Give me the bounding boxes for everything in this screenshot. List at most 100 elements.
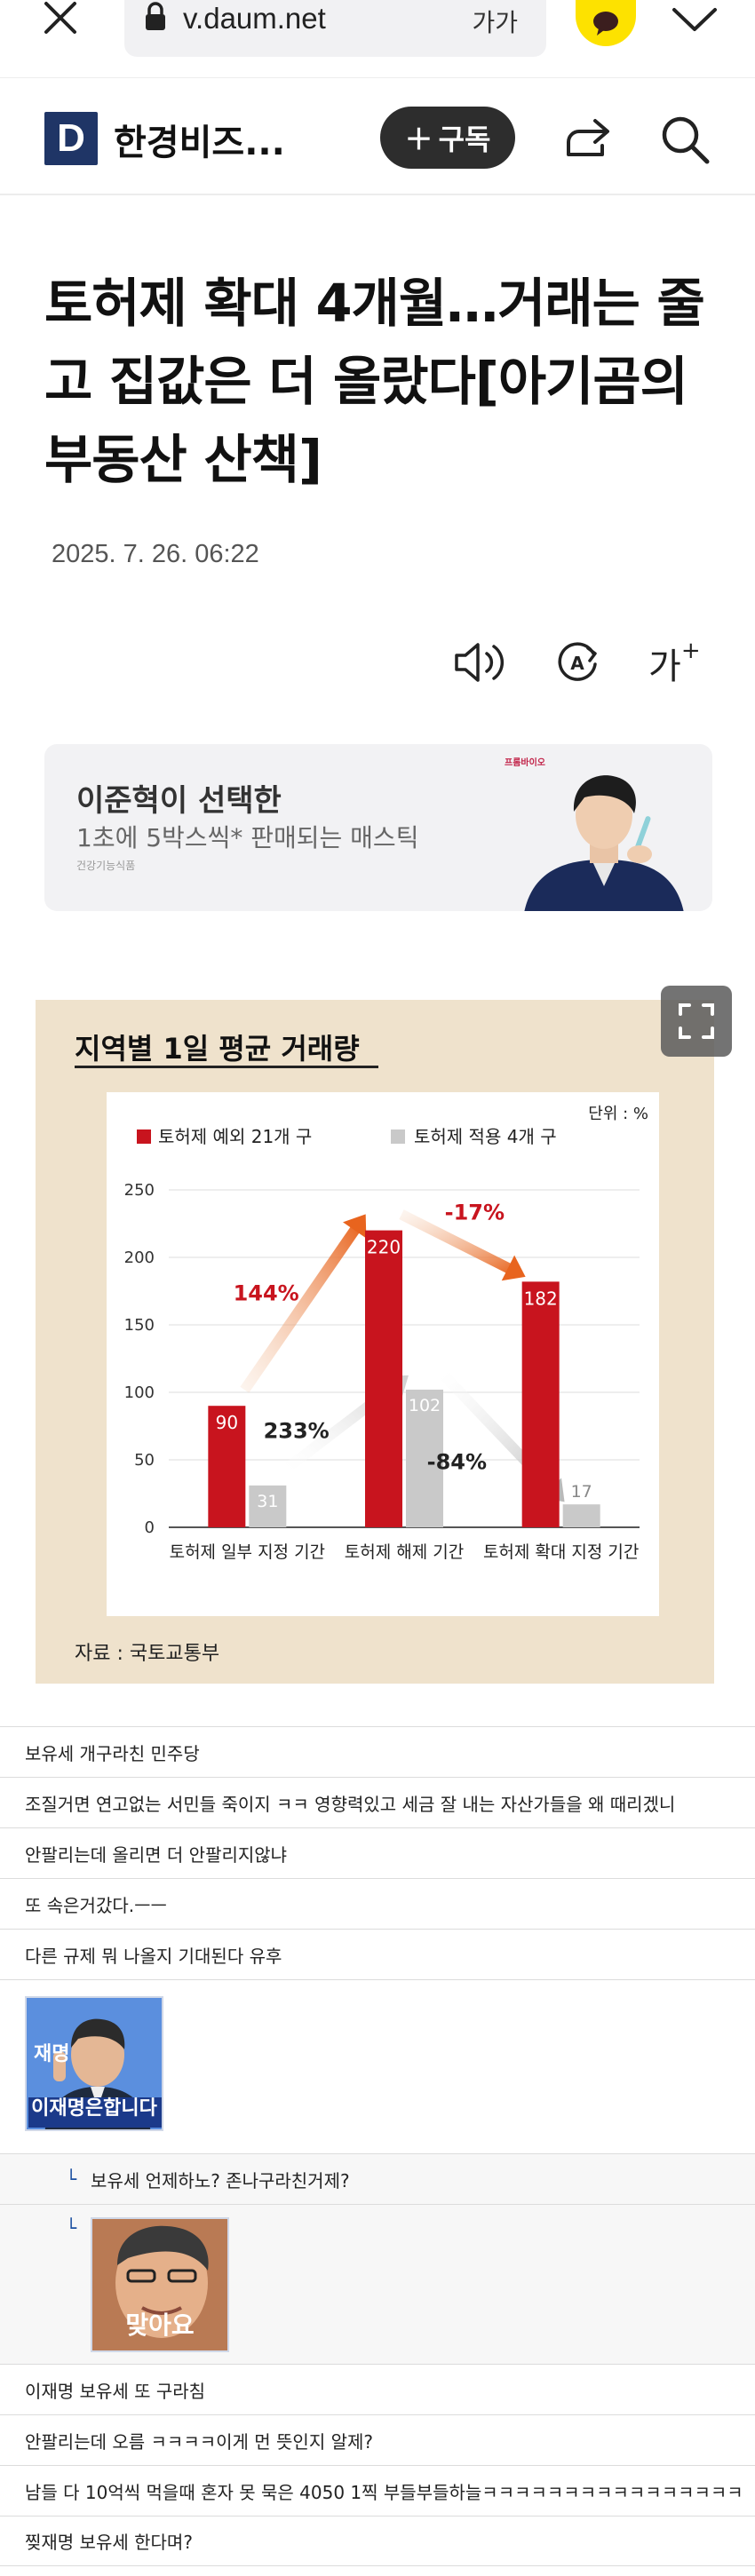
comment-item[interactable]: 재명 이재명은합니다 — [0, 1979, 755, 2153]
brand-logo[interactable]: D — [44, 112, 98, 165]
comment-text: 안팔리는데 올리면 더 안팔리지않냐 — [25, 1843, 288, 1866]
kakao-talk-button[interactable] — [576, 0, 636, 46]
comment-text: 보유세 개구라친 민주당 — [25, 1742, 200, 1764]
share-button[interactable] — [560, 115, 613, 163]
reply-image[interactable]: 맞아요 — [91, 2217, 230, 2352]
comment-item[interactable]: 남들 다 10억씩 먹을때 혼자 못 묵은 4050 1찍 부들부들하늘ㅋㅋㅋㅋ… — [0, 2465, 755, 2516]
subscribe-button[interactable]: ＋ 구독 — [380, 107, 515, 169]
chart-unit-label: 단위 : % — [588, 1105, 648, 1123]
reply-arrow-icon: └ — [66, 2168, 77, 2190]
data-label: 220 — [367, 1237, 401, 1258]
subscribe-label: 구독 — [438, 123, 491, 156]
legend-swatch-red — [137, 1129, 151, 1144]
font-size-label: 가 — [648, 646, 681, 687]
comment-image[interactable]: 재명 이재명은합니다 — [25, 1996, 163, 2131]
comment-text: 이재명 보유세 또 구라침 — [25, 2380, 206, 2402]
search-button[interactable] — [659, 114, 711, 169]
comment-list: 보유세 개구라친 민주당 조질거면 연고없는 서민들 죽이지 ㅋㅋ 영향력있고 … — [0, 1726, 755, 2566]
comment-text: 남들 다 10억씩 먹을때 혼자 못 묵은 4050 1찍 부들부들하늘ㅋㅋㅋㅋ… — [25, 2481, 743, 2503]
ad-subtitle: 1초에 5박스씩* 판매되는 매스틱 — [76, 823, 419, 852]
browser-toolbar: v.daum.net 가가 — [0, 0, 755, 78]
comment-text: 또 속은거갔다.ㅡㅡ — [25, 1894, 167, 1916]
comment-item[interactable]: 이재명 보유세 또 구라침 — [0, 2364, 755, 2414]
data-label: 102 — [409, 1396, 441, 1415]
close-icon — [44, 2, 76, 34]
bar-gray — [406, 1389, 443, 1527]
close-tab-button[interactable] — [32, 0, 89, 39]
arrow-red-rise-head — [343, 1214, 367, 1239]
chat-bubble-icon — [593, 12, 618, 36]
data-label: 90 — [216, 1412, 238, 1433]
chart-svg: 0 50 100 150 200 250 90 31 토허제 일부 지정 기간 220 102 토허… — [124, 1105, 648, 1562]
translate-button[interactable]: A — [552, 638, 602, 691]
search-icon — [662, 116, 710, 164]
article-title: 토허제 확대 4개월…거래는 줄고 집값은 더 올랐다[아기곰의 부동산 산책] — [44, 273, 705, 490]
more-button[interactable] — [668, 0, 721, 39]
image-caption: 이재명은합니다 — [31, 2097, 157, 2120]
legend-label-red: 토허제 예외 21개 구 — [158, 1126, 312, 1147]
translate-icon: A — [558, 642, 597, 681]
bar-red — [521, 1281, 560, 1527]
politician-face-photo — [92, 2219, 228, 2350]
data-label: 182 — [524, 1288, 558, 1309]
svg-text:A: A — [570, 653, 584, 674]
y-tick-label: 200 — [124, 1248, 155, 1267]
listen-button[interactable] — [451, 638, 508, 691]
chevron-down-icon — [672, 8, 717, 31]
comment-text: 조질거면 연고없는 서민들 죽이지 ㅋㅋ 영향력있고 세금 잘 내는 자산가들을… — [25, 1793, 676, 1815]
brand-name[interactable]: 한경비즈... — [114, 123, 285, 163]
y-tick-label: 100 — [124, 1383, 155, 1402]
reply-item[interactable]: └ 맞아요 — [0, 2204, 755, 2364]
comment-item[interactable]: 조질거면 연고없는 서민들 죽이지 ㅋㅋ 영향력있고 세금 잘 내는 자산가들을… — [0, 1777, 755, 1827]
font-size-button[interactable]: 가+ — [648, 638, 701, 689]
politician-photo: 재명 — [27, 1998, 162, 2129]
x-tick-label: 토허제 확대 지정 기간 — [483, 1542, 639, 1562]
chart-title: 지역별 1일 평균 거래량 — [75, 1032, 360, 1066]
comment-text: 다른 규제 뭐 나올지 기대된다 유후 — [25, 1945, 282, 1967]
comment-item[interactable]: 안팔리는데 오름 ㅋㅋㅋㅋ이게 먼 뜻인지 알제? — [0, 2414, 755, 2465]
ad-banner[interactable]: 이준혁이 선택한 1초에 5박스씩* 판매되는 매스틱 건강기능식품 프롬바이오 — [44, 744, 712, 911]
y-tick-label: 250 — [124, 1181, 155, 1200]
bar-gray — [249, 1485, 287, 1527]
data-label: 17 — [571, 1482, 592, 1502]
annotation-red-fall: -17% — [445, 1200, 505, 1225]
text-size-button[interactable]: 가가 — [472, 8, 518, 37]
comment-text: 안팔리는데 오름 ㅋㅋㅋㅋ이게 먼 뜻인지 알제? — [25, 2430, 374, 2453]
reply-text: 보유세 언제하노? 존나구라친거제? — [91, 2169, 350, 2192]
comment-item[interactable]: 다른 규제 뭐 나올지 기대된다 유후 — [0, 1929, 755, 1979]
fullscreen-icon — [679, 1003, 714, 1039]
annotation-red-rise: 144% — [234, 1281, 299, 1306]
share-icon — [567, 119, 609, 156]
annotation-gray-rise: 233% — [264, 1419, 330, 1444]
site-header: D 한경비즈... ＋ 구독 — [0, 78, 755, 195]
bar-red — [365, 1230, 402, 1527]
thumb-side-text: 재명 — [34, 2043, 69, 2065]
article-date: 2025. 7. 26. 06:22 — [52, 540, 259, 568]
comment-item[interactable]: 보유세 개구라친 민주당 — [0, 1726, 755, 1777]
lock-icon — [144, 2, 167, 36]
comment-text: 찢재명 보유세 한다며? — [25, 2532, 193, 2553]
reply-item[interactable]: └ 보유세 언제하노? 존나구라친거제? — [0, 2153, 755, 2204]
comment-item[interactable]: 찢재명 보유세 한다며? — [0, 2516, 755, 2566]
x-tick-label: 토허제 해제 기간 — [345, 1542, 464, 1562]
comment-item[interactable]: 또 속은거갔다.ㅡㅡ — [0, 1878, 755, 1929]
ad-model-image — [524, 775, 684, 911]
fullscreen-button[interactable] — [661, 986, 732, 1057]
plus-icon: + — [680, 638, 701, 664]
bar-red — [208, 1406, 246, 1527]
chart-source: 자료 : 국토교통부 — [75, 1643, 220, 1665]
arrow-red-fall-head — [501, 1255, 526, 1281]
image-caption: 맞아요 — [125, 2310, 195, 2340]
plus-icon: ＋ — [404, 123, 433, 156]
address-bar[interactable]: v.daum.net 가가 — [124, 0, 546, 57]
y-tick-label: 150 — [124, 1316, 155, 1335]
comment-item[interactable]: 안팔리는데 올리면 더 안팔리지않냐 — [0, 1827, 755, 1878]
y-tick-label: 0 — [145, 1518, 155, 1537]
data-label: 31 — [257, 1492, 278, 1511]
chart-plot-area: 0 50 100 150 200 250 90 31 토허제 일부 지정 기간 220 102 토허… — [107, 1092, 659, 1616]
reply-arrow-icon: └ — [66, 2217, 77, 2239]
ad-title: 이준혁이 선택한 — [76, 783, 282, 819]
speaker-icon — [455, 643, 505, 682]
bar-gray — [562, 1504, 600, 1527]
legend-swatch-gray — [391, 1129, 405, 1144]
